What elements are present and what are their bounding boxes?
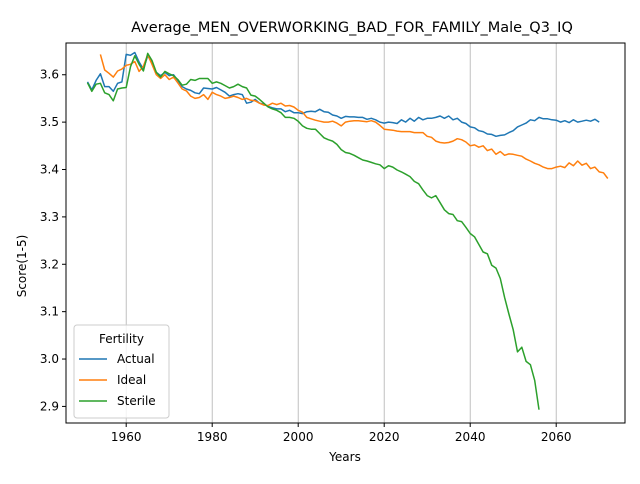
y-tick-label: 3.4: [40, 163, 59, 177]
x-tick-label: 2020: [369, 430, 400, 444]
series-lines: [86, 51, 609, 410]
x-tick-label: 2060: [541, 430, 572, 444]
y-tick-label: 3.0: [40, 352, 59, 366]
legend-entries: Actual Ideal Sterile: [79, 352, 156, 408]
y-tick-label: 3.3: [40, 210, 59, 224]
y-tick-label: 3.1: [40, 305, 59, 319]
y-tick-label: 3.6: [40, 68, 59, 82]
legend-label-ideal: Ideal: [117, 373, 146, 387]
legend: Fertility Actual Ideal Sterile: [73, 324, 170, 419]
legend-label-actual: Actual: [117, 352, 155, 366]
series-line-sterile: [86, 52, 540, 410]
y-axis-ticks: 2.9 3.0 3.1 3.2 3.3 3.4 3.5 3.6: [40, 68, 66, 413]
x-tick-label: 1960: [111, 430, 142, 444]
x-axis-ticks: 1960 1980 2000 2020 2040 2060: [111, 423, 572, 444]
legend-box: [73, 324, 170, 419]
y-axis-label: Score(1-5): [15, 235, 29, 298]
plot-frame: [65, 42, 626, 424]
series-line-ideal: [99, 54, 609, 179]
x-axis-label: Years: [328, 450, 361, 464]
x-tick-label: 2040: [455, 430, 486, 444]
legend-title: Fertility: [99, 332, 144, 346]
y-tick-label: 3.5: [40, 115, 59, 129]
grid-lines: [125, 43, 557, 423]
chart-title: Average_MEN_OVERWORKING_BAD_FOR_FAMILY_M…: [131, 20, 573, 36]
y-tick-label: 3.2: [40, 257, 59, 271]
y-tick-label: 2.9: [40, 399, 59, 413]
x-tick-label: 1980: [197, 430, 228, 444]
legend-label-sterile: Sterile: [117, 394, 156, 408]
x-tick-label: 2000: [283, 430, 314, 444]
